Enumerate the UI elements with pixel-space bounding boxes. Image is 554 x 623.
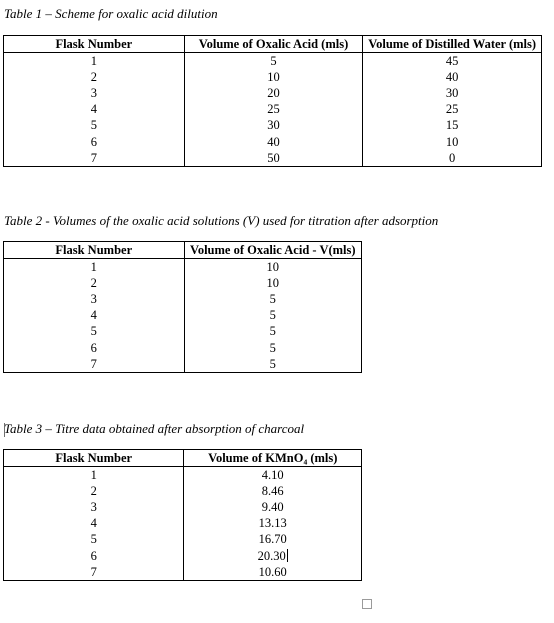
table-cell[interactable]: 5 [183,307,362,324]
table-cell[interactable]: 2 [3,69,185,86]
table-cell[interactable]: 5 [183,323,362,340]
table-cell[interactable]: 25 [362,101,542,118]
table2-header-oxalic-acid-volume: Volume of Oxalic Acid - V(mls) [183,241,362,259]
table-cell[interactable]: 5 [183,52,364,70]
table-cell[interactable]: 7 [3,149,185,167]
table-cell[interactable]: 45 [362,52,542,70]
table-cell[interactable]: 7 [2,563,185,581]
table-row: 6 20.30 [2,547,362,564]
table-cell[interactable]: 1 [3,52,185,70]
table1-oxalic-dilution: Flask Number Volume of Oxalic Acid (mls)… [3,35,542,167]
table-cell[interactable]: 6 [3,339,185,356]
table2-header-row: Flask Number Volume of Oxalic Acid - V(m… [3,241,362,259]
table-cell[interactable]: 1 [2,466,185,484]
text-insertion-mark [4,423,5,437]
table-cell[interactable]: 1 [3,258,185,276]
table-cell[interactable]: 5 [3,323,185,340]
table3-caption: Table 3 – Titre data obtained after abso… [4,421,305,436]
table-cell[interactable]: 10 [183,69,364,86]
table-cell[interactable]: 0 [362,149,542,167]
table1-header-row: Flask Number Volume of Oxalic Acid (mls)… [3,35,542,53]
table-cell[interactable]: 40 [183,133,364,150]
table3-titre-data: Flask Number Volume of KMnO₄ (mls) 1 4.10… [2,449,362,581]
text-caret [286,548,288,562]
table-cell[interactable]: 5 [183,355,362,373]
table-cell[interactable]: 7 [3,355,185,373]
table3-header-flask-number: Flask Number [2,449,185,467]
table-cell[interactable]: 5 [2,531,185,548]
table-row: 1 4.10 [2,466,362,484]
table-cell[interactable]: 30 [362,85,542,102]
table-cell[interactable]: 8.46 [183,483,362,500]
table-cell[interactable]: 3 [3,85,185,102]
table1-header-distilled-water-volume: Volume of Distilled Water (mls) [362,35,542,53]
table-row: 2 10 40 [3,69,542,86]
table-cell[interactable]: 30 [183,117,364,134]
table-cell[interactable]: 2 [2,483,185,500]
table-cell[interactable]: 40 [362,69,542,86]
table-cell[interactable]: 4 [2,515,185,532]
table-cell[interactable]: 9.40 [183,499,362,516]
table1-caption: Table 1 – Scheme for oxalic acid dilutio… [4,6,218,21]
table-cell[interactable]: 3 [3,291,185,308]
table-cell[interactable]: 6 [3,133,185,150]
table-cell[interactable]: 20 [183,85,364,102]
table-cell[interactable]: 10.60 [183,563,362,581]
table-cell[interactable]: 13.13 [183,515,362,532]
table-cell[interactable]: 4.10 [183,466,362,484]
table2-caption: Table 2 - Volumes of the oxalic acid sol… [4,213,439,228]
table-cell[interactable]: 5 [183,339,362,356]
table-cell[interactable]: 50 [183,149,364,167]
table-row: 5 16.70 [2,531,362,548]
table1-header-oxalic-acid-volume: Volume of Oxalic Acid (mls) [183,35,364,53]
table-cell[interactable]: 3 [2,499,185,516]
table-row: 2 10 [3,275,362,292]
table-cell[interactable]: 5 [3,117,185,134]
table-row: 1 5 45 [3,52,542,70]
table-cell[interactable]: 2 [3,275,185,292]
table-row: 7 10.60 [2,563,362,581]
table-cell[interactable]: 5 [183,291,362,308]
table-cell[interactable]: 10 [183,258,362,276]
table-cell-active[interactable]: 20.30 [183,547,362,564]
table-cell-text: 20.30 [257,548,286,563]
table-cell[interactable]: 4 [3,307,185,324]
table2-header-flask-number: Flask Number [3,241,185,259]
table-cell[interactable]: 10 [183,275,362,292]
table-row: 2 8.46 [2,483,362,500]
table-cell[interactable]: 25 [183,101,364,118]
table-row: 4 25 25 [3,101,542,118]
table-row: 6 40 10 [3,133,542,150]
table-cell[interactable]: 16.70 [183,531,362,548]
table-cell[interactable]: 10 [362,133,542,150]
table3-header-row: Flask Number Volume of KMnO₄ (mls) [2,449,362,467]
table-row: 1 10 [3,258,362,276]
table-cell[interactable]: 15 [362,117,542,134]
table1-header-flask-number: Flask Number [3,35,185,53]
table-row: 3 9.40 [2,499,362,516]
table-resize-handle[interactable] [362,599,372,609]
table3-header-kmno4-volume: Volume of KMnO₄ (mls) [183,449,362,467]
table-row: 4 13.13 [2,515,362,532]
table-row: 3 20 30 [3,85,542,102]
table-cell[interactable]: 4 [3,101,185,118]
table-row: 7 50 0 [3,149,542,167]
table-row: 5 30 15 [3,117,542,134]
table-cell[interactable]: 6 [2,547,185,564]
table2-oxalic-volumes: Flask Number Volume of Oxalic Acid - V(m… [3,241,362,373]
